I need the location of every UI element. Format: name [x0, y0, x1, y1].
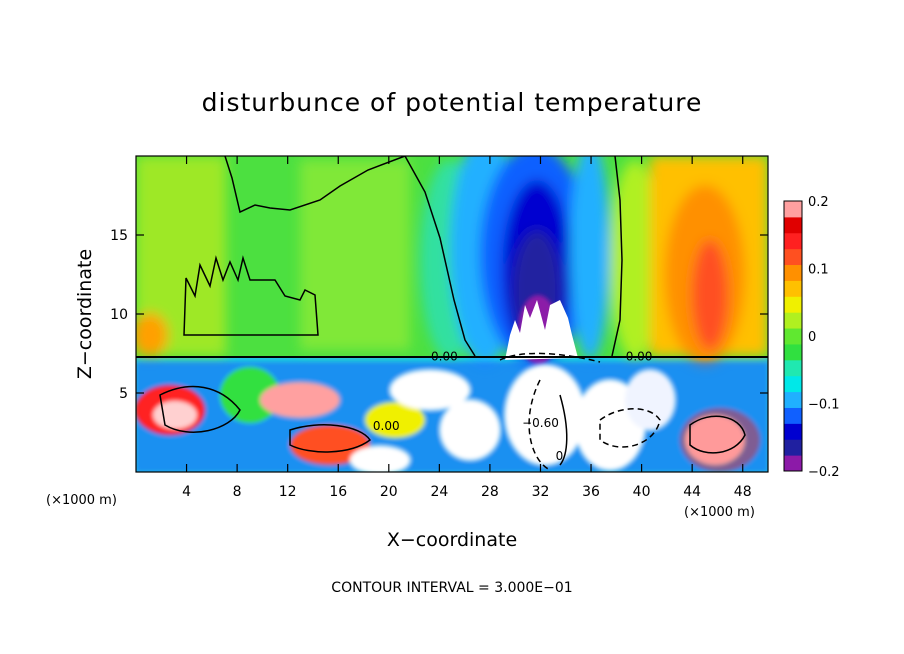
contour-line	[289, 424, 372, 453]
chart-title: disturbunce of potential temperature	[202, 88, 703, 117]
x-tick-label: 44	[683, 484, 701, 500]
field-patch	[290, 425, 370, 465]
colorbar-tick-label: −0.1	[808, 398, 840, 413]
contour-label: −0.60	[522, 416, 559, 430]
colorbar-segment	[784, 232, 802, 250]
colorbar-tick-label: 0	[808, 330, 816, 345]
field-patch	[680, 408, 760, 472]
contour-lines	[136, 156, 768, 471]
contour-labels: 0.00 0.00 0.00 −0.60 0	[373, 350, 653, 464]
x-axis-label: X−coordinate	[387, 529, 517, 551]
x-tick-label: 48	[734, 484, 752, 500]
x-tick-label: 36	[582, 484, 600, 500]
contour-line	[404, 156, 476, 357]
x-unit-label-left: (×1000 m)	[46, 493, 117, 508]
field-patch	[260, 382, 340, 418]
contour-line	[159, 385, 241, 433]
contour-line	[224, 156, 406, 214]
colorbar-segment	[784, 359, 802, 377]
colorbar-segment	[784, 328, 802, 345]
field-patch	[220, 367, 280, 423]
colorbar-segment	[784, 216, 802, 234]
x-tick-label: 32	[532, 484, 550, 500]
x-unit-label-right: (×1000 m)	[684, 505, 755, 520]
x-tick-label: 4	[182, 484, 191, 500]
field-patch	[350, 446, 410, 472]
contour-line	[183, 255, 319, 336]
contour-line	[559, 394, 568, 466]
field-patch-white	[505, 300, 578, 360]
x-tick-label: 8	[233, 484, 242, 500]
colorbar-tick-label: −0.2	[808, 465, 840, 480]
x-axis: 4 8 12 16 20 24 28 32 36 40 44 48	[182, 156, 752, 500]
colorbar-segment	[784, 407, 802, 424]
field-patch	[505, 365, 585, 465]
field-patch	[136, 313, 168, 357]
field-patch	[692, 240, 728, 350]
y-axis: 5 10 15	[110, 228, 768, 402]
y-tick-label: 15	[110, 228, 128, 244]
colorbar-segment	[784, 375, 802, 393]
x-tick-label: 16	[329, 484, 347, 500]
field-patch	[390, 370, 470, 410]
field-patch	[440, 400, 500, 460]
colorbar-segment	[784, 312, 802, 329]
colorbar-segment	[784, 264, 802, 281]
colorbar: 0.2 0.1 0 −0.1 −0.2	[783, 195, 840, 480]
field-patch	[153, 401, 197, 429]
y-tick-label: 5	[119, 386, 128, 402]
colorbar-frame	[783, 200, 803, 472]
contour-interval-note: CONTOUR INTERVAL = 3.000E−01	[331, 580, 572, 596]
colorbar-segment	[784, 201, 802, 218]
contour-label: 0.00	[626, 350, 653, 364]
field-patch	[365, 402, 425, 438]
colorbar-tick-label: 0.2	[808, 195, 829, 210]
x-tick-label: 40	[633, 484, 651, 500]
colorbar-segment	[784, 280, 802, 297]
x-tick-label: 28	[481, 484, 499, 500]
field-lower-layer	[136, 362, 768, 472]
colorbar-segment	[784, 391, 802, 408]
contour-line-dashed	[528, 379, 551, 471]
contour-line-dashed	[599, 408, 661, 448]
colorbar-segment	[784, 423, 802, 440]
contour-label: 0.00	[431, 350, 458, 364]
x-tick-label: 12	[279, 484, 297, 500]
x-tick-label: 20	[380, 484, 398, 500]
field-patch	[625, 370, 675, 430]
contour-label: 0.00	[373, 419, 400, 433]
contour-label: 0	[556, 449, 564, 463]
contour-line-dashed	[499, 352, 601, 363]
y-tick-label: 10	[110, 307, 128, 323]
field-upper-layer	[136, 156, 768, 365]
contour-line	[611, 156, 623, 357]
field-patch	[300, 160, 410, 350]
plot-area	[136, 156, 768, 472]
contour-line	[689, 415, 746, 454]
field-patch	[570, 156, 610, 360]
x-tick-label: 24	[430, 484, 448, 500]
y-axis-label: Z−coordinate	[74, 249, 96, 379]
colorbar-segment	[784, 343, 802, 361]
colorbar-segment	[784, 296, 802, 313]
colorbar-segment	[784, 455, 802, 472]
colorbar-segment	[784, 248, 802, 266]
colorbar-segment	[784, 439, 802, 456]
field-patch	[610, 160, 660, 360]
colorbar-tick-label: 0.1	[808, 263, 829, 278]
